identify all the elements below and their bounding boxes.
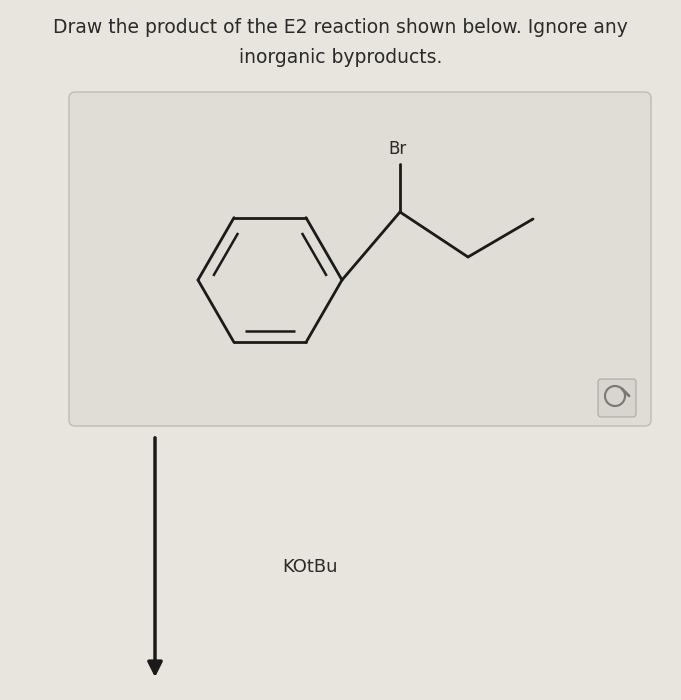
FancyBboxPatch shape <box>598 379 636 417</box>
FancyBboxPatch shape <box>69 92 651 426</box>
Text: inorganic byproducts.: inorganic byproducts. <box>239 48 442 67</box>
Text: Draw the product of the E2 reaction shown below. Ignore any: Draw the product of the E2 reaction show… <box>53 18 628 37</box>
Text: KOtBu: KOtBu <box>282 559 338 577</box>
Text: Br: Br <box>389 140 407 158</box>
